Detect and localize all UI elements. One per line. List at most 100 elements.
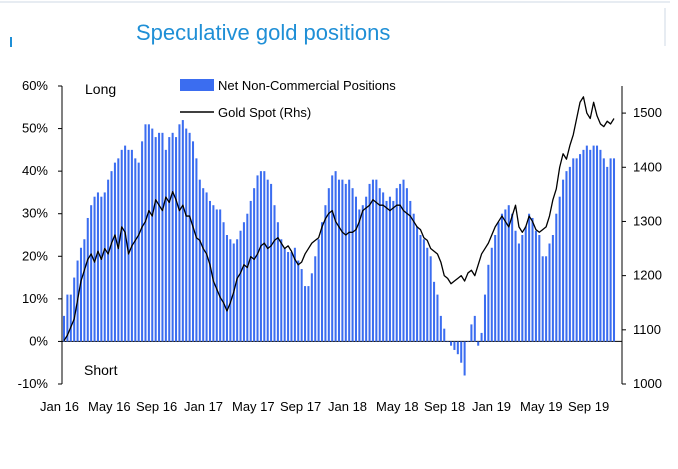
- bar: [358, 209, 361, 342]
- bar: [606, 166, 609, 342]
- bar: [198, 179, 201, 342]
- bar: [154, 137, 157, 342]
- gold-spot-line: [63, 96, 615, 341]
- x-axis-tick-label: Jan 17: [184, 399, 223, 414]
- bar: [331, 175, 334, 342]
- bars-layer: [62, 120, 616, 376]
- x-axis-tick-label: May 17: [232, 399, 275, 414]
- bar: [378, 188, 381, 342]
- bar: [548, 243, 551, 342]
- left-axis-tick-label: 30%: [22, 206, 48, 221]
- bar: [483, 294, 487, 342]
- bar: [195, 158, 198, 342]
- bar: [151, 128, 154, 342]
- bar: [429, 256, 432, 342]
- bar: [317, 239, 320, 342]
- x-axis-tick-label: Sep 18: [424, 399, 465, 414]
- legend-swatch-bars: [180, 79, 214, 91]
- bar: [127, 149, 130, 342]
- bar: [287, 252, 290, 342]
- bar: [337, 179, 341, 342]
- bar: [181, 120, 184, 342]
- bar: [609, 158, 612, 342]
- bar: [215, 209, 218, 342]
- bar: [73, 277, 76, 342]
- bar: [171, 132, 174, 342]
- bar: [314, 256, 317, 342]
- bar: [422, 239, 425, 342]
- bar: [79, 247, 82, 342]
- bar: [514, 230, 517, 342]
- x-axis-tick-label: May 19: [520, 399, 563, 414]
- bar: [371, 179, 374, 342]
- bar: [473, 315, 476, 342]
- bar: [446, 341, 449, 343]
- bar: [551, 235, 554, 342]
- bar: [361, 205, 364, 342]
- bar: [141, 141, 144, 342]
- bar: [602, 158, 605, 342]
- x-axis-tick-label: May 18: [376, 399, 419, 414]
- bar: [375, 179, 378, 342]
- bar: [120, 149, 123, 342]
- bar: [558, 196, 561, 342]
- bar: [545, 256, 548, 342]
- bar: [188, 132, 191, 342]
- x-axis-tick-label: May 16: [88, 399, 131, 414]
- x-axis-tick-label: Sep 16: [136, 399, 177, 414]
- bar: [592, 145, 595, 342]
- bar: [259, 171, 262, 342]
- bar: [208, 200, 212, 342]
- bar: [168, 137, 171, 342]
- bar: [534, 230, 537, 342]
- bar: [477, 341, 480, 346]
- bar: [270, 183, 273, 342]
- bar: [490, 247, 493, 342]
- x-axis-tick-label: Jan 18: [328, 399, 367, 414]
- bar: [175, 137, 178, 342]
- chart-title: Speculative gold positions: [136, 20, 390, 45]
- bar: [453, 341, 456, 350]
- right-axis-tick-label: 1300: [633, 213, 662, 228]
- bar: [470, 324, 473, 342]
- bar: [137, 162, 140, 342]
- bar: [242, 222, 245, 342]
- bar: [392, 200, 395, 342]
- bar: [304, 286, 307, 342]
- legend-label-bars: Net Non-Commercial Positions: [218, 78, 396, 93]
- left-axis-tick-label: 40%: [22, 163, 48, 178]
- bar: [596, 145, 599, 342]
- bar: [341, 179, 344, 342]
- annotation-short: Short: [84, 362, 118, 378]
- bar: [256, 175, 259, 342]
- x-axis-tick-label: Jan 16: [40, 399, 79, 414]
- bar: [239, 230, 242, 342]
- bar: [504, 209, 507, 342]
- bar: [62, 315, 66, 342]
- bar: [100, 196, 103, 342]
- bar: [297, 260, 300, 342]
- bar: [93, 196, 96, 342]
- bar: [388, 196, 391, 342]
- bar: [399, 183, 402, 342]
- bar: [517, 243, 520, 342]
- bar: [229, 239, 232, 342]
- bar: [524, 226, 527, 342]
- bar: [310, 273, 313, 342]
- bar: [463, 341, 466, 376]
- bar: [219, 209, 222, 342]
- bar: [283, 247, 286, 342]
- bar: [110, 171, 113, 342]
- bar: [589, 149, 592, 342]
- bar: [385, 200, 388, 342]
- bar: [582, 149, 585, 342]
- bar: [158, 132, 161, 342]
- bar: [494, 235, 497, 342]
- bar: [575, 158, 578, 342]
- bar: [83, 239, 86, 342]
- header-accent-mark: [10, 37, 12, 47]
- bar: [191, 141, 195, 342]
- bar: [321, 222, 324, 342]
- bar: [480, 332, 483, 342]
- bar: [253, 188, 256, 342]
